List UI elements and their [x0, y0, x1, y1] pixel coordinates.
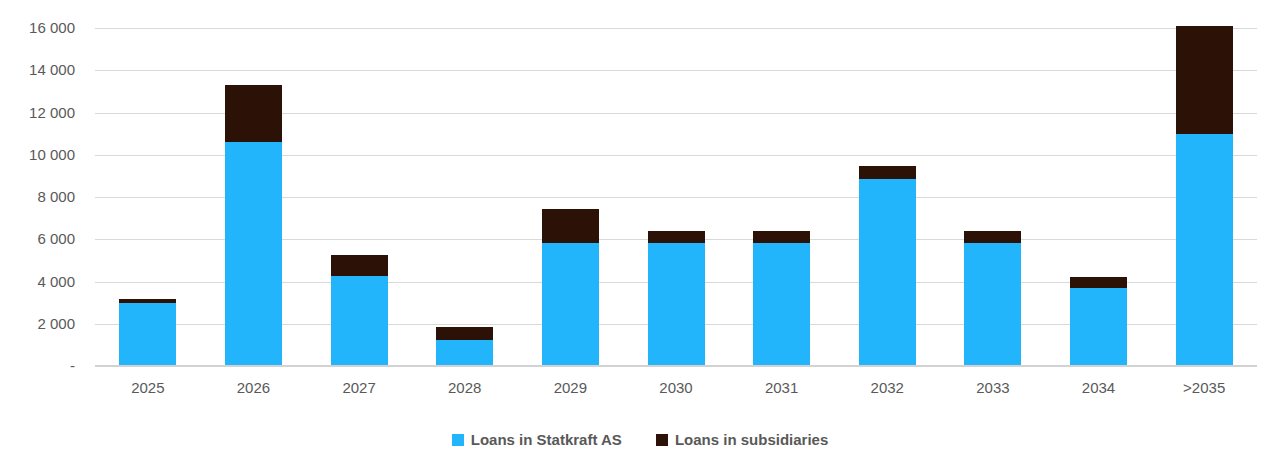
bar-segment-subsidiaries-2029: [542, 209, 599, 244]
bar-segment-statkraft-2030: [648, 243, 705, 366]
y-tick-label-16000: 16 000: [0, 18, 75, 38]
bar-segment-subsidiaries-gt2035: [1176, 26, 1233, 134]
legend-label: Loans in subsidiaries: [675, 431, 828, 448]
x-axis-line: [95, 365, 1257, 367]
x-tick-label-2034: 2034: [1046, 378, 1152, 398]
y-tick-label-10000: 10 000: [0, 145, 75, 165]
x-tick-label-2029: 2029: [518, 378, 624, 398]
bar-segment-subsidiaries-2025: [119, 299, 176, 302]
legend-swatch-icon: [656, 434, 668, 446]
plot-area: [95, 28, 1257, 366]
bar-segment-statkraft-2025: [119, 303, 176, 366]
bar-segment-statkraft-2034: [1070, 288, 1127, 366]
bar-segment-statkraft-gt2035: [1176, 134, 1233, 366]
x-tick-label-2033: 2033: [940, 378, 1046, 398]
bar-segment-subsidiaries-2032: [859, 166, 916, 179]
x-tick-label-2025: 2025: [95, 378, 201, 398]
bar-segment-statkraft-2033: [964, 243, 1021, 366]
legend-item-statkraft: Loans in Statkraft AS: [452, 431, 622, 448]
bar-segment-statkraft-2027: [331, 276, 388, 366]
x-tick-label-2028: 2028: [412, 378, 518, 398]
y-tick-label-2000: 2 000: [0, 314, 75, 334]
legend-swatch-icon: [452, 434, 464, 446]
bar-segment-subsidiaries-2026: [225, 85, 282, 142]
gridline-16000: [95, 28, 1257, 29]
gridline-14000: [95, 70, 1257, 71]
x-tick-label-2027: 2027: [306, 378, 412, 398]
stacked-bar-chart: - 2 000 4 000 6 000 8 000 10 000 12 000 14 000 1…: [0, 0, 1280, 470]
bar-segment-subsidiaries-2027: [331, 255, 388, 276]
bar-segment-subsidiaries-2028: [436, 327, 493, 340]
bar-segment-subsidiaries-2033: [964, 231, 1021, 244]
x-tick-label-2032: 2032: [834, 378, 940, 398]
bar-segment-statkraft-2029: [542, 243, 599, 366]
y-tick-label-8000: 8 000: [0, 187, 75, 207]
y-tick-label-6000: 6 000: [0, 229, 75, 249]
y-tick-label-4000: 4 000: [0, 272, 75, 292]
x-tick-label-2030: 2030: [623, 378, 729, 398]
legend-item-subsidiaries: Loans in subsidiaries: [656, 431, 828, 448]
legend: Loans in Statkraft AS Loans in subsidiari…: [0, 431, 1280, 448]
x-tick-label-2031: 2031: [729, 378, 835, 398]
bar-segment-statkraft-2028: [436, 340, 493, 366]
bar-segment-statkraft-2026: [225, 142, 282, 366]
y-tick-label-12000: 12 000: [0, 103, 75, 123]
x-tick-label-2026: 2026: [201, 378, 307, 398]
bar-segment-subsidiaries-2030: [648, 231, 705, 244]
bar-segment-statkraft-2031: [753, 243, 810, 366]
x-tick-label-gt2035: >2035: [1151, 378, 1257, 398]
y-tick-label-14000: 14 000: [0, 60, 75, 80]
y-tick-label-0: -: [0, 356, 75, 376]
legend-label: Loans in Statkraft AS: [471, 431, 622, 448]
bar-segment-subsidiaries-2031: [753, 231, 810, 244]
bar-segment-subsidiaries-2034: [1070, 277, 1127, 288]
bar-segment-statkraft-2032: [859, 179, 916, 366]
